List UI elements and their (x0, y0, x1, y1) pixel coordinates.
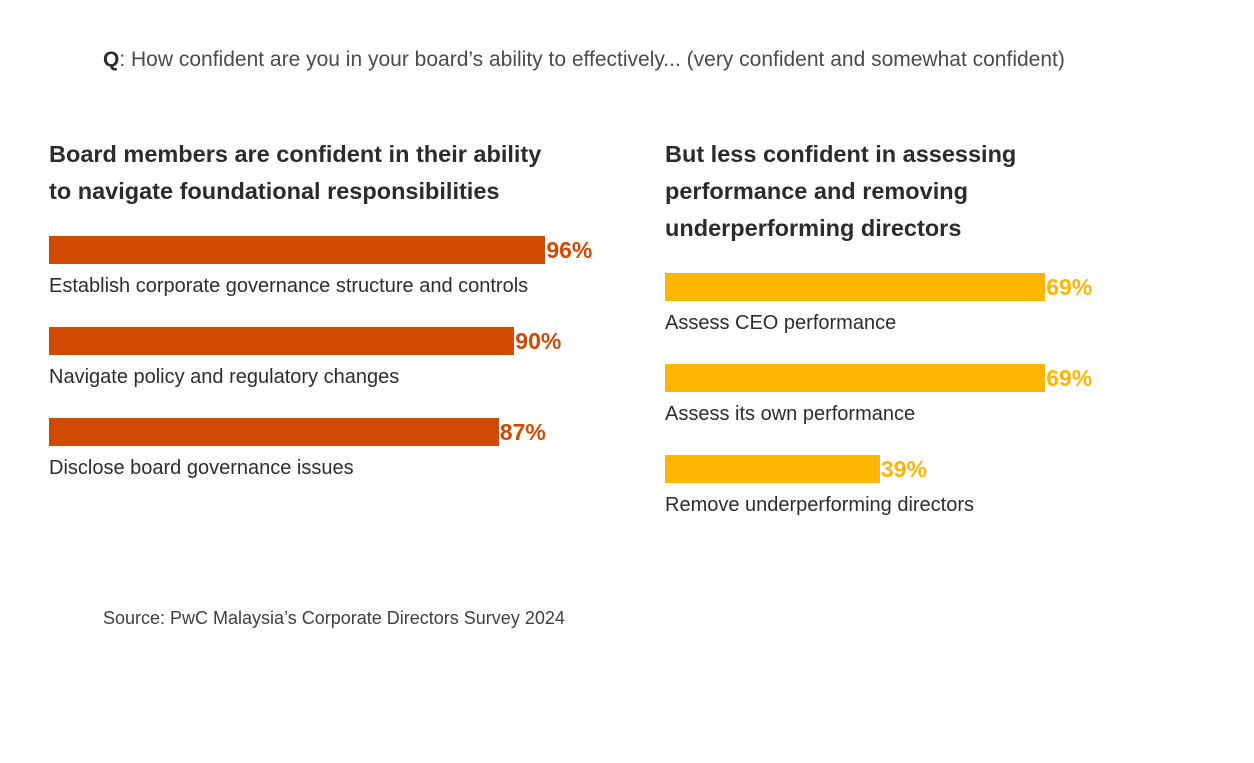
value-label: 96% (546, 236, 593, 263)
value-label: 90% (515, 327, 562, 354)
bar-line: 87% (49, 418, 566, 446)
question-prefix: Q (103, 48, 120, 71)
source-note: Source: PwC Malaysia’s Corporate Directo… (103, 608, 565, 628)
bar-row: 39% Remove underperforming directors (665, 455, 1216, 517)
category-label: Remove underperforming directors (665, 494, 975, 516)
category-label: Disclose board governance issues (49, 457, 354, 479)
value-label: 39% (880, 455, 927, 482)
bar-line: 39% (665, 455, 1216, 483)
chart-columns: Board members are confident in their abi… (49, 136, 1254, 546)
bar (49, 236, 546, 264)
bar (665, 455, 880, 483)
value-label: 87% (499, 418, 546, 445)
value-label: 69% (1046, 364, 1093, 391)
bar (665, 273, 1046, 301)
bar-line: 90% (49, 327, 566, 355)
category-label: Establish corporate governance structure… (49, 275, 529, 297)
category-label: Navigate policy and regulatory changes (49, 366, 400, 388)
bar-row: 96% Establish corporate governance struct… (49, 236, 592, 298)
bar-group: 69% Assess CEO performance 69% Assess its o… (665, 273, 1216, 517)
bar-row: 69% Assess CEO performance (665, 273, 1216, 335)
bar (665, 364, 1046, 392)
bar-group: 96% Establish corporate governance struct… (49, 236, 592, 480)
bar-row: 69% Assess its own performance (665, 364, 1216, 426)
category-label: Assess its own performance (665, 403, 916, 425)
bar-line: 69% (665, 364, 1216, 392)
chart-panel-foundational: Board members are confident in their abi… (49, 136, 665, 546)
survey-question: Q: How confident are you in your board’s… (103, 40, 1163, 80)
bar (49, 418, 499, 446)
panel-heading-left: Board members are confident in their abi… (49, 141, 542, 204)
bar-row: 90% Navigate policy and regulatory change… (49, 327, 566, 389)
bar-line: 69% (665, 273, 1216, 301)
bar (49, 327, 515, 355)
category-label: Assess CEO performance (665, 312, 897, 334)
value-label: 69% (1046, 273, 1093, 300)
bar-line: 96% (49, 236, 592, 264)
question-text: : How confident are you in your board’s … (119, 48, 1065, 71)
panel-heading-right: But less confident in assessing performa… (665, 141, 1017, 241)
chart-panel-performance: But less confident in assessing performa… (665, 136, 1235, 546)
bar-row: 87% Disclose board governance issues (49, 418, 566, 480)
